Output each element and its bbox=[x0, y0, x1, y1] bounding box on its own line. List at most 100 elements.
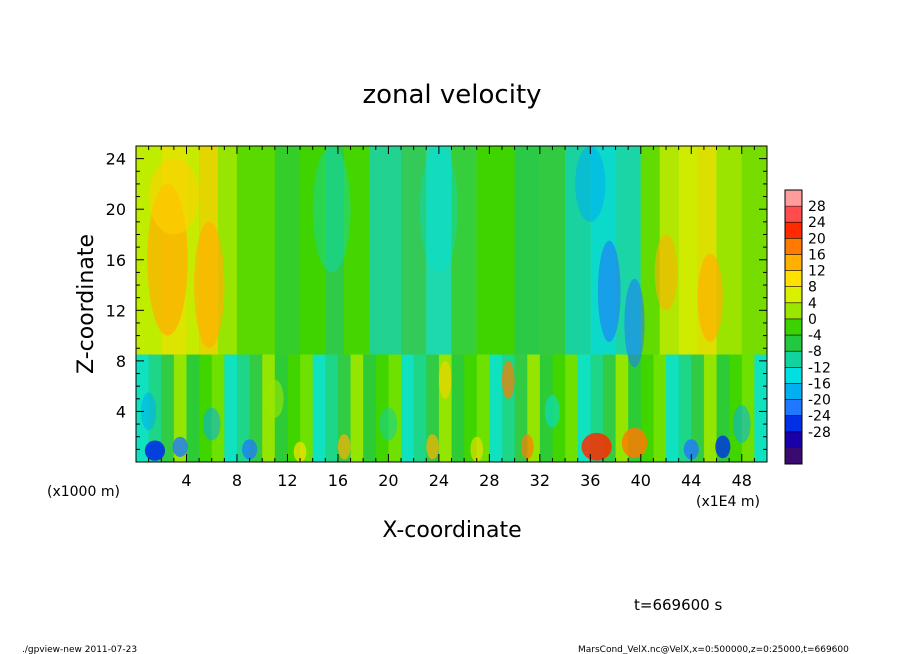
heatmap-band bbox=[369, 146, 402, 355]
x-tick-label: 4 bbox=[181, 471, 191, 490]
x-tick-label: 36 bbox=[580, 471, 600, 490]
heatmap-band bbox=[602, 354, 617, 462]
heatmap-feature bbox=[575, 146, 606, 222]
footer-right: MarsCond_VelX.nc@VelX,x=0:500000,z=0:250… bbox=[578, 645, 849, 654]
heatmap-band bbox=[476, 146, 515, 355]
heatmap-band bbox=[678, 146, 698, 355]
x-tick-label: 12 bbox=[277, 471, 297, 490]
heatmap-band bbox=[489, 354, 503, 462]
heatmap-band bbox=[236, 354, 251, 462]
y-tick-label: 4 bbox=[116, 402, 126, 421]
heatmap-feature bbox=[172, 436, 188, 457]
heatmap-feature bbox=[697, 253, 723, 342]
heatmap-band bbox=[691, 354, 705, 462]
heatmap-feature bbox=[544, 395, 561, 428]
footer-left: ./gpview-new 2011-07-23 bbox=[22, 645, 137, 654]
heatmap-feature bbox=[501, 360, 515, 399]
x-tick-label: 16 bbox=[328, 471, 348, 490]
colorbar-swatch bbox=[785, 222, 802, 239]
heatmap-band bbox=[653, 354, 667, 462]
colorbar-label: -24 bbox=[808, 409, 831, 425]
colorbar-label: -16 bbox=[808, 376, 831, 392]
heatmap-feature bbox=[654, 234, 678, 311]
heatmap-band bbox=[514, 354, 528, 462]
heatmap-feature bbox=[426, 434, 439, 460]
colorbar-swatch bbox=[785, 447, 802, 465]
y-tick-label: 24 bbox=[106, 150, 126, 169]
heatmap-feature bbox=[683, 439, 699, 460]
heatmap-feature bbox=[520, 434, 534, 460]
heatmap-feature bbox=[732, 405, 751, 444]
y-axis: 4 8 12 16 20 24 bbox=[106, 150, 767, 450]
heatmap-band bbox=[186, 354, 200, 462]
heatmap-band bbox=[350, 354, 364, 462]
colorbar-label: -8 bbox=[808, 344, 822, 360]
heatmap-band bbox=[451, 354, 465, 462]
colorbar-label: 8 bbox=[808, 280, 817, 296]
heatmap-feature bbox=[202, 407, 221, 441]
chart-title: zonal velocity bbox=[362, 80, 541, 110]
heatmap-feature bbox=[141, 392, 157, 431]
heatmap-band bbox=[527, 354, 541, 462]
heatmap-feature bbox=[581, 432, 612, 461]
heatmap-feature bbox=[293, 441, 307, 462]
colorbar-swatch bbox=[785, 254, 802, 272]
x-tick-label: 48 bbox=[732, 471, 752, 490]
heatmap-band bbox=[337, 354, 352, 462]
heatmap-features bbox=[141, 146, 751, 462]
heatmap-band bbox=[741, 146, 767, 355]
colorbar-label: -4 bbox=[808, 328, 822, 344]
colorbar-label: -20 bbox=[808, 393, 831, 409]
y-axis-label: Z-coordinate bbox=[74, 234, 99, 374]
x-tick-label: 20 bbox=[378, 471, 398, 490]
colorbar-label: -28 bbox=[808, 425, 831, 441]
heatmap-band bbox=[514, 146, 540, 355]
x-axis: 4 8 12 16 20 24 28 32 36 40 44 48 bbox=[148, 146, 755, 490]
colorbar-swatch bbox=[785, 351, 802, 368]
heatmap-band bbox=[325, 146, 345, 355]
colorbar-swatch bbox=[785, 431, 802, 449]
heatmap-feature bbox=[312, 146, 351, 273]
heatmap-feature bbox=[438, 360, 452, 399]
colorbar-label: 16 bbox=[808, 247, 826, 263]
heatmap-band bbox=[300, 354, 314, 462]
heatmap-band bbox=[312, 354, 326, 462]
x-tick-label: 44 bbox=[681, 471, 701, 490]
colorbar-swatch bbox=[785, 286, 802, 304]
heatmap-band bbox=[666, 354, 680, 462]
heatmap-band bbox=[287, 354, 301, 462]
heatmap-feature bbox=[419, 146, 458, 273]
colorbar-label: 0 bbox=[808, 312, 817, 328]
heatmap-feature bbox=[337, 434, 351, 460]
colorbar-swatch bbox=[785, 318, 802, 336]
heatmap-band bbox=[426, 354, 440, 462]
heatmap-band bbox=[678, 354, 692, 462]
heatmap-band bbox=[565, 354, 579, 462]
colorbar-swatch bbox=[785, 190, 802, 207]
time-annotation: t=669600 s bbox=[634, 596, 722, 614]
heatmap-band bbox=[640, 146, 660, 355]
heatmap-band bbox=[224, 354, 238, 462]
heatmap-band bbox=[716, 354, 730, 462]
x-tick-label: 8 bbox=[232, 471, 242, 490]
heatmap-band bbox=[401, 354, 415, 462]
heatmap-feature bbox=[144, 440, 166, 461]
heatmap-band bbox=[413, 354, 427, 462]
heatmap-feature bbox=[715, 435, 731, 459]
colorbar-swatch bbox=[785, 399, 802, 417]
heatmap-band bbox=[236, 146, 275, 355]
heatmap-band bbox=[451, 146, 477, 355]
colorbar-swatch bbox=[785, 335, 802, 352]
heatmap-band bbox=[476, 354, 490, 462]
colorbar-label: 28 bbox=[808, 199, 826, 215]
heatmap-feature bbox=[597, 240, 621, 342]
x-tick-label: 40 bbox=[631, 471, 651, 490]
heatmap-feature bbox=[379, 407, 398, 441]
y-tick-label: 20 bbox=[106, 200, 126, 219]
heatmap-band bbox=[464, 354, 478, 462]
heatmap-feature bbox=[621, 427, 648, 459]
x-axis-label: X-coordinate bbox=[382, 518, 521, 543]
heatmap-feature bbox=[624, 278, 645, 368]
